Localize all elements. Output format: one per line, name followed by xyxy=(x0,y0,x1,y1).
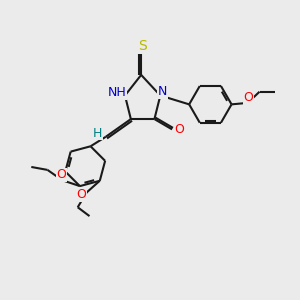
Text: N: N xyxy=(158,85,167,98)
Text: NH: NH xyxy=(107,86,126,99)
Text: H: H xyxy=(93,127,102,140)
Text: O: O xyxy=(244,91,254,104)
Text: O: O xyxy=(175,123,184,136)
Text: O: O xyxy=(57,168,67,182)
Text: O: O xyxy=(76,188,86,201)
Text: S: S xyxy=(138,39,146,53)
